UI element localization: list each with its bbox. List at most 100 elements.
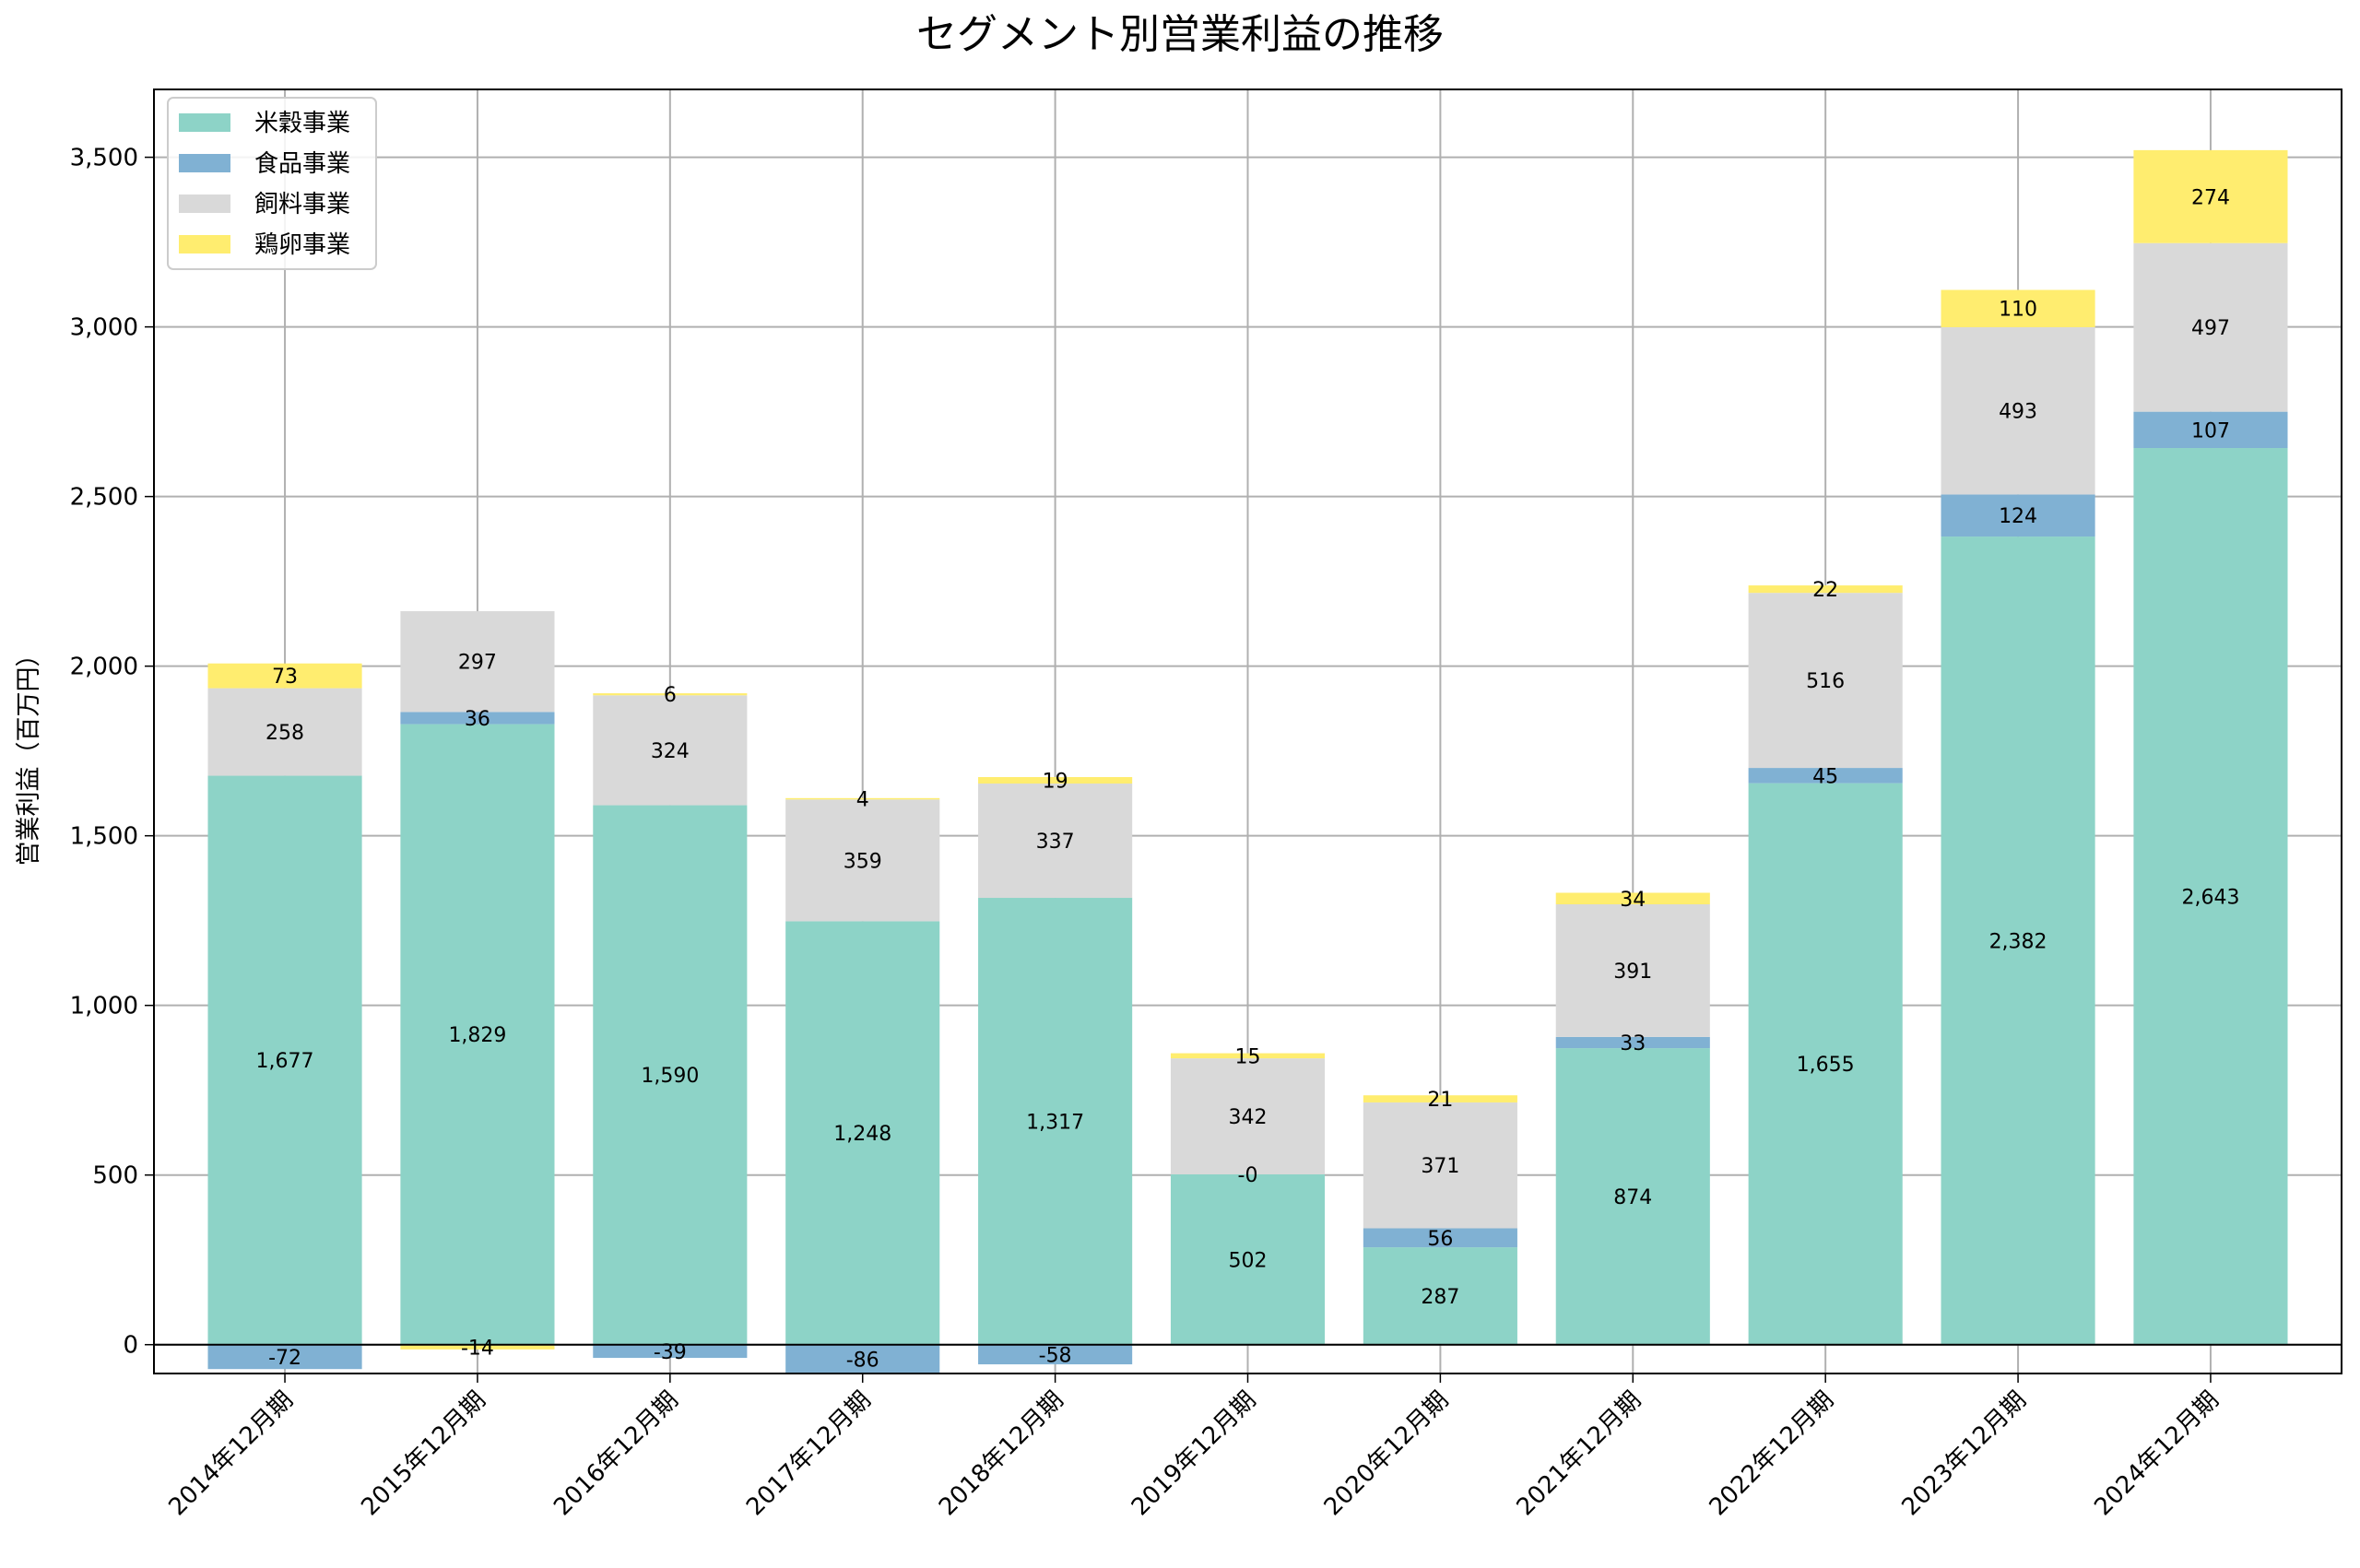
- data-label: 342: [1229, 1106, 1268, 1129]
- y-tick-label: 1,000: [70, 993, 138, 1020]
- data-label: 337: [1036, 831, 1075, 854]
- data-label: 45: [1812, 765, 1838, 788]
- y-tick-label: 3,500: [70, 145, 138, 172]
- data-label: 73: [272, 666, 298, 689]
- bar-segment: [593, 693, 748, 696]
- bar-segment: [400, 1344, 555, 1350]
- data-label: 110: [1999, 299, 2037, 322]
- x-tick-label: 2018年12月期: [934, 1386, 1069, 1522]
- y-tick-label: 0: [123, 1332, 138, 1360]
- data-label: 2,643: [2181, 886, 2239, 909]
- data-label: 324: [651, 740, 690, 763]
- bar-segment: [978, 777, 1133, 784]
- y-tick-label: 500: [92, 1162, 138, 1190]
- x-tick-label: 2024年12月期: [2089, 1386, 2224, 1522]
- bar-segment: [785, 1344, 940, 1374]
- bar-segment: [1555, 892, 1710, 905]
- data-label: 19: [1043, 770, 1068, 793]
- data-label: 124: [1999, 505, 2037, 528]
- bar-segment: [1941, 326, 2095, 495]
- bar-segment: [2133, 242, 2288, 412]
- bar-segment: [785, 799, 940, 922]
- data-label: 1,590: [641, 1065, 699, 1088]
- data-label: 371: [1421, 1155, 1459, 1178]
- value-labels-layer: 1,677-72258731,82936297-141,590-3932461,…: [256, 186, 2240, 1372]
- data-label: 2,382: [1989, 930, 2047, 953]
- bar-segment: [1941, 536, 2095, 1345]
- x-tick-label: 2021年12月期: [1512, 1386, 1647, 1522]
- bar-segment: [1555, 1048, 1710, 1345]
- bar-segment: [1170, 1173, 1326, 1345]
- legend-swatch: [179, 113, 230, 132]
- y-axis-label: 営業利益（百万円）: [15, 643, 43, 867]
- legend-label: 米穀事業: [254, 110, 350, 137]
- bar-segment: [207, 663, 362, 689]
- data-label: 502: [1229, 1249, 1268, 1272]
- data-label: 391: [1613, 961, 1652, 984]
- bar-segment: [400, 712, 555, 725]
- bar-segment: [593, 1344, 748, 1359]
- x-tick-label: 2015年12月期: [356, 1386, 491, 1522]
- x-tick-label: 2017年12月期: [741, 1386, 877, 1522]
- data-label: 258: [266, 722, 304, 745]
- bar-segment: [207, 775, 362, 1345]
- x-tick-label: 2019年12月期: [1127, 1386, 1262, 1522]
- bar-segment: [207, 688, 362, 776]
- data-label: -58: [1039, 1344, 1072, 1367]
- bar-segment: [400, 724, 555, 1345]
- data-label: 15: [1235, 1045, 1261, 1068]
- bar-segment: [400, 611, 555, 713]
- legend-swatch: [179, 195, 230, 213]
- bar-segment: [1170, 1058, 1326, 1174]
- data-label: 493: [1999, 401, 2037, 424]
- data-label: -72: [268, 1347, 301, 1370]
- bar-segment: [593, 695, 748, 806]
- data-label: 297: [458, 652, 497, 675]
- y-tick-label: 2,500: [70, 484, 138, 512]
- x-tick-label: 2014年12月期: [163, 1386, 299, 1522]
- chart-title: セグメント別営業利益の推移: [916, 11, 1444, 58]
- data-label: 516: [1806, 670, 1845, 693]
- data-label: 33: [1620, 1032, 1646, 1055]
- x-tick-label: 2023年12月期: [1896, 1386, 2032, 1522]
- bar-segment: [978, 783, 1133, 899]
- bars-layer: [207, 149, 2288, 1374]
- y-tick-label: 1,500: [70, 823, 138, 851]
- data-label: 107: [2191, 419, 2230, 442]
- bar-segment: [1941, 494, 2095, 537]
- bar-segment: [1748, 768, 1903, 784]
- data-label: -86: [846, 1350, 879, 1373]
- data-label: 22: [1812, 579, 1838, 602]
- bar-segment: [978, 1344, 1133, 1365]
- y-tick-label: 3,000: [70, 314, 138, 342]
- data-label: 1,829: [448, 1024, 506, 1047]
- bar-segment: [2133, 411, 2288, 449]
- data-label: 287: [1421, 1286, 1459, 1309]
- data-label: 56: [1427, 1228, 1453, 1251]
- bar-segment: [2133, 448, 2288, 1345]
- data-label: 1,655: [1797, 1054, 1855, 1077]
- bar-segment: [1748, 783, 1903, 1345]
- bar-segment: [1555, 904, 1710, 1037]
- data-label: 21: [1427, 1089, 1453, 1112]
- data-label: 497: [2191, 317, 2230, 340]
- bar-segment: [1555, 1036, 1710, 1049]
- data-label: 274: [2191, 186, 2230, 209]
- bar-segment: [1363, 1095, 1517, 1102]
- data-label: -14: [461, 1337, 494, 1360]
- bar-segment: [1363, 1247, 1517, 1345]
- legend-box: [167, 97, 377, 270]
- bar-segment: [1941, 289, 2095, 327]
- bar-segment: [1748, 585, 1903, 594]
- legend-label: 飼料事業: [254, 191, 350, 218]
- legend-label: 食品事業: [254, 150, 350, 178]
- y-tick-label: 2,000: [70, 654, 138, 681]
- bar-segment: [978, 898, 1133, 1345]
- bar-segment: [1363, 1102, 1517, 1229]
- bar-segment: [785, 797, 940, 800]
- data-label: 359: [844, 850, 882, 873]
- data-label: 1,677: [256, 1050, 314, 1073]
- bar-segment: [1748, 593, 1903, 769]
